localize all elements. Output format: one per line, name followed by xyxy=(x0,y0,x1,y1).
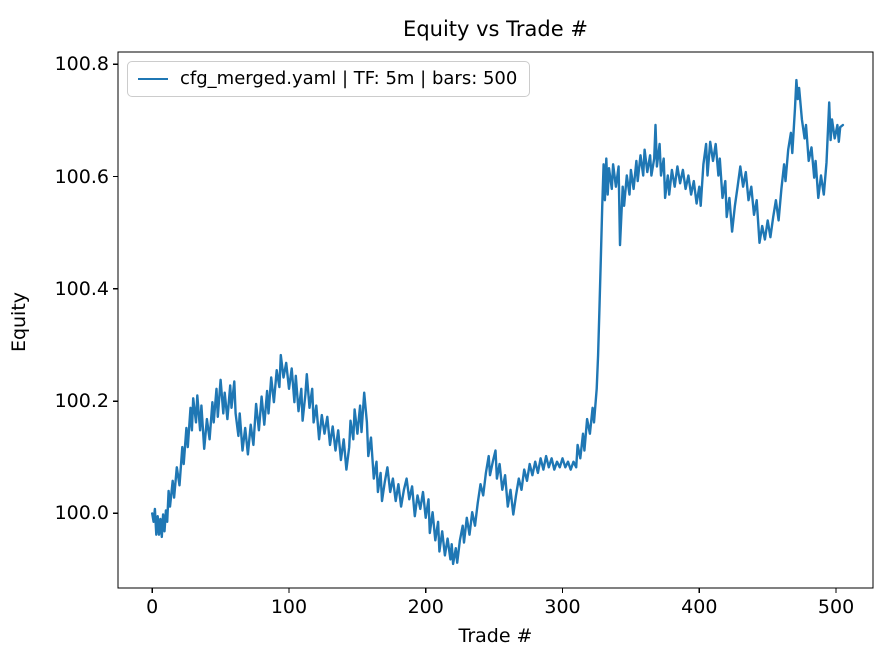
chart-title: Equity vs Trade # xyxy=(403,17,588,41)
x-axis-label: Trade # xyxy=(458,625,533,647)
x-tick-label: 500 xyxy=(817,596,855,618)
legend-entry-label: cfg_merged.yaml | TF: 5m | bars: 500 xyxy=(180,68,518,89)
y-tick-label: 100.8 xyxy=(54,53,109,76)
legend: cfg_merged.yaml | TF: 5m | bars: 500 xyxy=(127,61,531,97)
tick-marks xyxy=(113,63,837,593)
x-tick-label: 300 xyxy=(544,596,581,618)
equity-line-series xyxy=(150,78,845,566)
x-tick-label: 0 xyxy=(146,596,159,618)
y-tick-label: 100.6 xyxy=(54,165,109,188)
x-tick-label: 100 xyxy=(270,596,308,618)
y-tick-label: 100.0 xyxy=(54,502,109,525)
y-tick-label: 100.2 xyxy=(54,390,109,413)
x-tick-label: 200 xyxy=(407,596,444,618)
y-tick-label: 100.4 xyxy=(54,277,109,300)
axes-spines xyxy=(117,51,874,589)
x-tick-label: 400 xyxy=(681,596,718,618)
legend-line-swatch xyxy=(138,78,168,80)
